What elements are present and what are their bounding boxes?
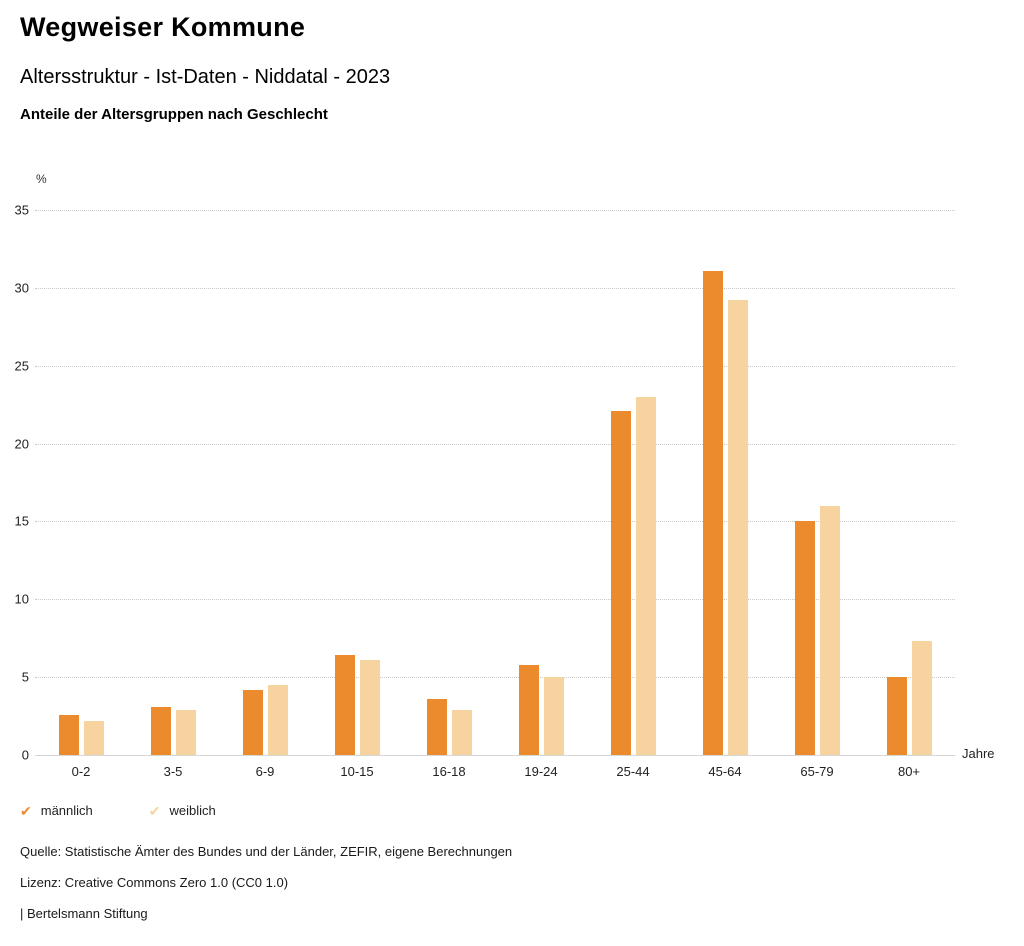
bar-männlich-45-64 [702,270,723,755]
bar-weiblich-25-44 [635,396,656,755]
chart-subtitle: Altersstruktur - Ist-Daten - Niddatal - … [20,66,391,88]
x-tick-label: 65-79 [800,764,834,779]
bar-group-0-2: 0-2 [35,210,127,779]
bar-group-10-15: 10-15 [311,210,403,779]
bar-group-25-44: 25-44 [587,210,679,779]
x-tick-label: 3-5 [163,764,183,779]
plot-area: 0 5 10 15 20 25 30 35 0-2 3-5 6-9 10-15 16-18 19-24 25… [15,203,955,779]
x-axis-unit-label: Jahre [962,746,995,761]
x-tick-label: 45-64 [708,764,742,779]
gridline-5 [35,677,955,679]
bar-weiblich-6-9 [267,684,288,755]
bar-männlich-19-24 [518,664,539,755]
x-tick-label: 0-2 [71,764,91,779]
bar-männlich-80+ [886,677,907,755]
y-tick-label: 30 [14,280,29,296]
legend-label: weiblich [169,803,216,818]
bar-weiblich-0-2 [83,720,104,755]
y-tick-label: 20 [14,436,29,452]
gridline-35 [35,210,955,211]
page-title: Wegweiser Kommune [20,12,306,42]
x-tick-label: 10-15 [340,764,374,779]
bar-weiblich-45-64 [727,300,748,755]
bar-männlich-0-2 [58,714,79,755]
legend-label: männlich [40,803,93,818]
x-tick-label: 25-44 [616,764,650,779]
y-tick-label: 0 [21,747,29,763]
legend: ✔ männlich ✔ weiblich [20,803,216,818]
bar-weiblich-80+ [911,641,932,755]
y-axis-unit-label: % [36,172,47,186]
bar-group-3-5: 3-5 [127,210,219,779]
bar-group-6-9: 6-9 [219,210,311,779]
bar-weiblich-16-18 [451,709,472,755]
gridline-20 [35,443,955,445]
check-icon: ✔ [20,802,32,819]
bar-männlich-10-15 [334,655,355,755]
bar-groups: 0-2 3-5 6-9 10-15 16-18 19-24 25-44 45-64 65-79 8… [35,210,955,779]
bar-weiblich-19-24 [543,677,564,755]
bar-männlich-3-5 [150,706,171,755]
y-tick-label: 10 [14,591,29,607]
y-tick-label: 25 [14,358,29,374]
bar-weiblich-65-79 [819,505,840,755]
bar-group-45-64: 45-64 [679,210,771,779]
x-tick-label: 19-24 [524,764,558,779]
x-tick-label: 16-18 [432,764,466,779]
y-tick-label: 5 [21,669,29,685]
bar-group-65-79: 65-79 [771,210,863,779]
bar-weiblich-3-5 [175,709,196,755]
legend-item-männlich[interactable]: ✔ männlich [20,803,93,818]
source-note: Quelle: Statistische Ämter des Bundes un… [20,844,513,859]
license-note: Lizenz: Creative Commons Zero 1.0 (CC0 1… [20,875,289,890]
x-tick-label: 6-9 [255,764,275,779]
gridline-0 [35,755,955,756]
chart-heading: Anteile der Altersgruppen nach Geschlech… [20,106,328,123]
bar-männlich-25-44 [610,410,631,755]
gridline-15 [35,521,955,523]
bar-group-16-18: 16-18 [403,210,495,779]
y-tick-label: 35 [14,202,29,218]
gridline-25 [35,365,955,367]
bar-männlich-65-79 [794,521,815,755]
attribution-note: | Bertelsmann Stiftung [20,906,148,921]
check-icon: ✔ [148,802,161,819]
y-tick-label: 15 [14,513,29,529]
gridline-10 [35,599,955,601]
bar-männlich-6-9 [242,689,263,755]
bar-group-19-24: 19-24 [495,210,587,779]
x-tick-label: 80+ [897,764,921,779]
legend-item-weiblich[interactable]: ✔ weiblich [149,803,216,818]
bar-männlich-16-18 [426,698,447,755]
bar-group-80+: 80+ [863,210,955,779]
gridline-30 [35,287,955,289]
bar-weiblich-10-15 [359,660,380,755]
